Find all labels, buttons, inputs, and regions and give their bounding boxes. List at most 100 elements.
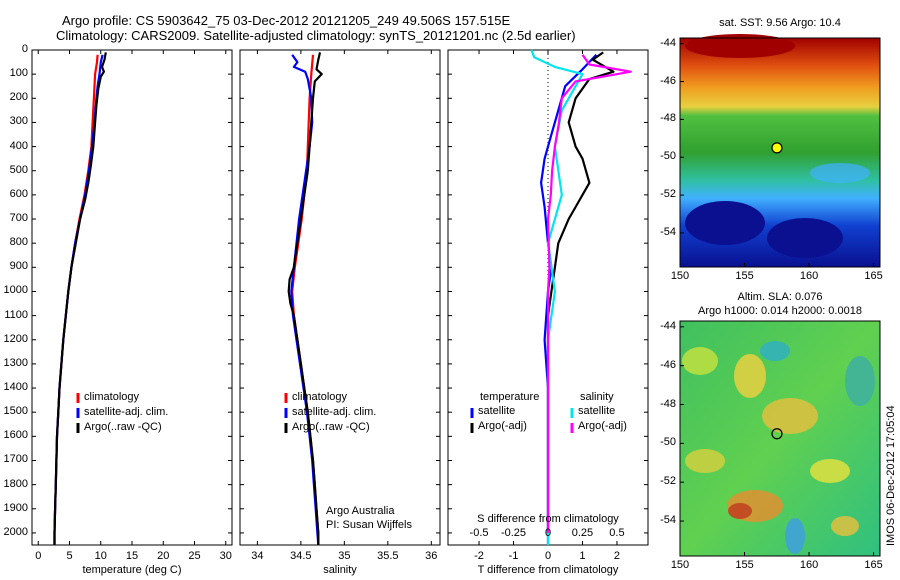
map-y-tick-label: -54	[660, 225, 676, 238]
cold-patch	[767, 218, 843, 258]
y-tick-label: 300	[9, 115, 28, 128]
x-tick-label: 35.5	[377, 550, 399, 562]
legend-label: satellite	[478, 405, 516, 417]
sla-anomaly	[728, 503, 752, 519]
sla-anomaly	[685, 449, 725, 473]
y-tick-label: 1800	[3, 477, 28, 490]
x-tick-label: 1	[579, 550, 586, 562]
y-tick-label: 1500	[3, 405, 28, 418]
map-y-tick-label: -50	[660, 436, 676, 449]
map-y-tick-label: -52	[660, 188, 676, 201]
map-y-tick-label: -46	[660, 74, 676, 87]
legend-label: climatology	[84, 391, 140, 403]
x-axis-label: temperature (deg C)	[82, 564, 182, 576]
figure-title-line1: Argo profile: CS 5903642_75 03-Dec-2012 …	[62, 13, 511, 28]
x-tick-label-secondary: 0.5	[609, 527, 625, 539]
x-tick-label: 20	[157, 550, 170, 562]
y-tick-label: 1000	[3, 284, 28, 297]
legend-label: satellite-adj. clim.	[84, 406, 169, 418]
map-y-tick-label: -48	[660, 397, 676, 410]
figure-title-line2: Climatology: CARS2009. Satellite-adjuste…	[56, 28, 576, 43]
y-tick-label: 500	[9, 163, 28, 176]
legend-label: Argo(-adj)	[578, 420, 627, 432]
y-tick-label: 1200	[3, 332, 28, 345]
annotation-text: PI: Susan Wijffels	[326, 519, 412, 531]
x-axis-label: salinity	[323, 564, 357, 576]
x-tick-label: 30	[219, 550, 232, 562]
x-tick-label: 10	[94, 550, 107, 562]
map-y-tick-label: -54	[660, 514, 676, 527]
sla-map	[679, 320, 881, 557]
argo-float-marker	[771, 142, 783, 154]
cool-patch	[810, 163, 870, 183]
map-x-tick-label: 160	[799, 270, 819, 282]
argo-float-marker	[771, 428, 783, 440]
map-title: sat. SST: 9.56 Argo: 10.4	[719, 17, 841, 29]
x-tick-label-secondary: -0.25	[500, 527, 527, 539]
legend-label: Argo(..raw -QC)	[292, 421, 370, 433]
map-x-tick-label: 155	[735, 270, 754, 282]
y-tick-label: 700	[9, 212, 28, 225]
map-x-tick-label: 150	[670, 559, 690, 571]
map-y-tick-label: -52	[660, 475, 676, 488]
legend-title-temperature: temperature	[480, 391, 540, 403]
sla-anomaly	[810, 459, 850, 483]
sla-anomaly	[682, 347, 718, 375]
y-tick-label: 100	[9, 67, 28, 80]
x-tick-label: 35	[338, 550, 351, 562]
warm-patch	[685, 34, 795, 58]
map-title-line: Altim. SLA: 0.076	[737, 291, 823, 303]
legend-label: Argo(-adj)	[478, 420, 527, 432]
y-tick-label: 400	[9, 139, 28, 152]
x-tick-label: 34	[251, 550, 264, 562]
legend-label: climatology	[292, 391, 348, 403]
plot-frame-2	[239, 49, 441, 546]
y-tick-label: 600	[9, 187, 28, 200]
y-tick-label: 1900	[3, 501, 28, 514]
x-tick-label-secondary: -0.5	[469, 527, 489, 539]
map-y-tick-label: -44	[660, 319, 676, 332]
map-y-tick-label: -46	[660, 358, 676, 371]
x-tick-label: -2	[474, 550, 484, 562]
x-tick-label: 5	[66, 550, 73, 562]
sst-map	[679, 34, 881, 268]
map-y-tick-label: -44	[660, 36, 676, 49]
sla-anomaly	[760, 341, 790, 361]
map-x-tick-label: 155	[735, 559, 754, 571]
y-tick-label: 2000	[3, 525, 28, 538]
x-tick-label: 0	[544, 550, 552, 562]
y-tick-label: 900	[9, 260, 28, 273]
plot-frame-1	[31, 49, 233, 546]
map-x-tick-label: 165	[864, 559, 883, 571]
y-tick-label: 1100	[4, 308, 28, 321]
x-axis-label: T difference from climatology	[477, 564, 619, 576]
x-tick-label: 2	[613, 550, 621, 562]
sla-anomaly	[785, 518, 805, 554]
legend-title-salinity: salinity	[580, 391, 614, 403]
legend-label: satellite	[578, 405, 616, 417]
sla-anomaly	[762, 398, 818, 434]
legend-label: Argo(..raw -QC)	[84, 421, 162, 433]
y-tick-label: 200	[9, 91, 28, 104]
y-tick-label: 1300	[3, 356, 28, 369]
map-x-tick-label: 165	[864, 270, 883, 282]
annotation-text: Argo Australia	[326, 505, 395, 517]
x-tick-label: 0	[35, 550, 42, 562]
series-line-argo-raw-qc-	[53, 52, 107, 545]
map-side-label: IMOS 06-Dec-2012 17:05:04	[885, 405, 897, 546]
y-tick-label: 800	[9, 236, 28, 249]
map-x-tick-label: 160	[799, 559, 819, 571]
y-tick-label: 1700	[3, 453, 28, 466]
series-line-climatology	[53, 54, 99, 545]
sla-anomaly	[734, 354, 766, 398]
x-axis-label-secondary: S difference from climatology	[477, 513, 619, 525]
x-tick-label: 15	[125, 550, 139, 562]
x-tick-label: 36	[425, 550, 438, 562]
y-tick-label: 0	[21, 43, 28, 55]
x-tick-label: -1	[508, 550, 519, 562]
y-tick-label: 1400	[3, 381, 28, 394]
series-line-salinity-satellite	[530, 49, 584, 545]
sla-anomaly	[845, 356, 875, 406]
x-tick-label-secondary: 0.25	[571, 527, 594, 539]
